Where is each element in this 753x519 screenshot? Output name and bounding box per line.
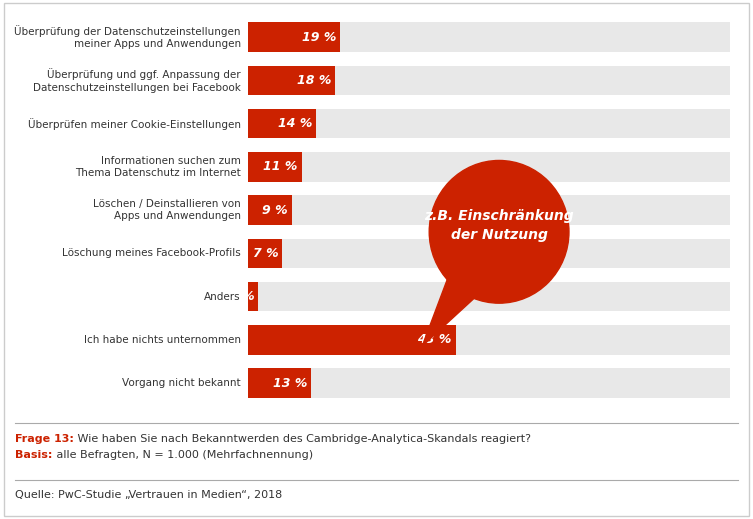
Text: Vorgang nicht bekannt: Vorgang nicht bekannt: [122, 378, 241, 388]
Text: 13 %: 13 %: [273, 377, 307, 390]
Bar: [248, 325, 730, 354]
Bar: [248, 109, 730, 139]
Bar: [248, 239, 730, 268]
Text: 43 %: 43 %: [417, 333, 452, 347]
Bar: [248, 239, 282, 268]
Text: Überprüfung der Datenschutzeinstellungen
meiner Apps und Anwendungen: Überprüfung der Datenschutzeinstellungen…: [14, 25, 241, 49]
Text: z.B. Einschränkung
der Nutzung: z.B. Einschränkung der Nutzung: [424, 209, 574, 242]
Text: alle Befragten, N = 1.000 (Mehrfachnennung): alle Befragten, N = 1.000 (Mehrfachnennu…: [53, 450, 312, 460]
Text: Wie haben Sie nach Bekanntwerden des Cambridge-Analytica-Skandals reagiert?: Wie haben Sie nach Bekanntwerden des Cam…: [74, 434, 531, 444]
Text: 18 %: 18 %: [297, 74, 331, 87]
Text: Basis:: Basis:: [15, 450, 53, 460]
Text: Löschung meines Facebook-Profils: Löschung meines Facebook-Profils: [62, 249, 241, 258]
Text: 14 %: 14 %: [278, 117, 312, 130]
Bar: [248, 325, 456, 354]
Text: Frage 13:: Frage 13:: [15, 434, 74, 444]
Text: Anders: Anders: [204, 292, 241, 302]
Bar: [248, 368, 311, 398]
Bar: [248, 109, 316, 139]
Bar: [248, 66, 335, 95]
Text: Überprüfung und ggf. Anpassung der
Datenschutzeinstellungen bei Facebook: Überprüfung und ggf. Anpassung der Daten…: [33, 69, 241, 92]
Text: Informationen suchen zum
Thema Datenschutz im Internet: Informationen suchen zum Thema Datenschu…: [75, 156, 241, 178]
Text: 9 %: 9 %: [262, 203, 288, 217]
Ellipse shape: [429, 160, 569, 303]
Bar: [248, 152, 730, 182]
Text: Löschen / Deinstallieren von
Apps und Anwendungen: Löschen / Deinstallieren von Apps und An…: [93, 199, 241, 222]
Bar: [248, 152, 301, 182]
Text: Überprüfen meiner Cookie-Einstellungen: Überprüfen meiner Cookie-Einstellungen: [28, 118, 241, 130]
Text: 2 %: 2 %: [229, 290, 255, 303]
Text: 11 %: 11 %: [264, 160, 297, 173]
Polygon shape: [422, 253, 492, 346]
Bar: [248, 196, 730, 225]
Text: Quelle: PwC-Studie „Vertrauen in Medien“, 2018: Quelle: PwC-Studie „Vertrauen in Medien“…: [15, 490, 282, 500]
Bar: [248, 368, 730, 398]
Bar: [248, 282, 258, 311]
Bar: [248, 282, 730, 311]
Text: 19 %: 19 %: [302, 31, 336, 44]
Bar: [248, 22, 730, 52]
Bar: [248, 66, 730, 95]
Bar: [248, 22, 340, 52]
Bar: [248, 196, 292, 225]
Text: 7 %: 7 %: [253, 247, 279, 260]
Text: Ich habe nichts unternommen: Ich habe nichts unternommen: [84, 335, 241, 345]
